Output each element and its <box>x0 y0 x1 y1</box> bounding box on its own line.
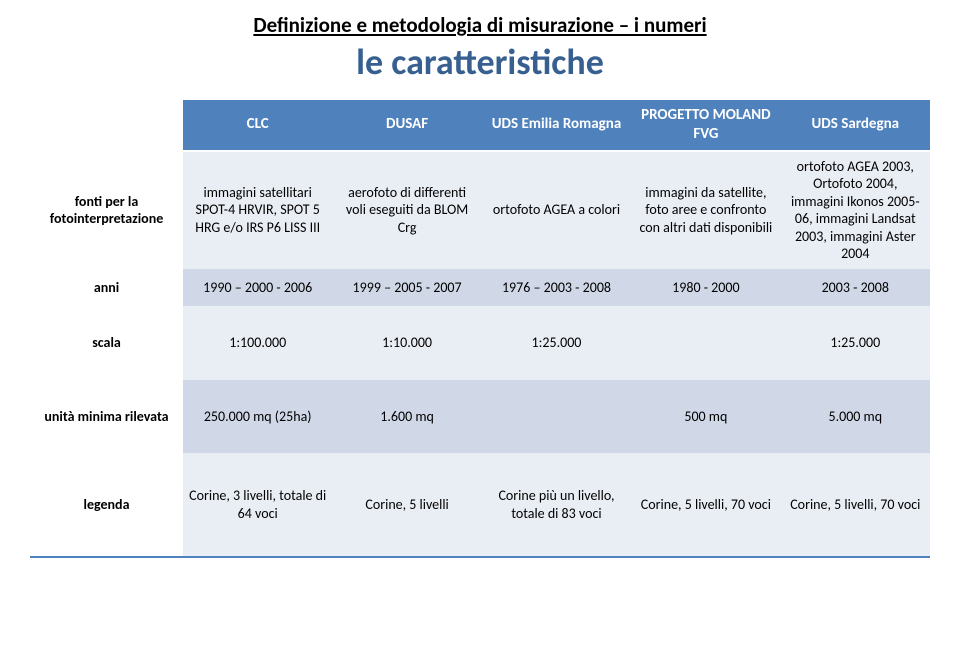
table-cell: ortofoto AGEA a colori <box>482 151 631 269</box>
table-cell <box>482 380 631 454</box>
table-header: PROGETTO MOLAND FVG <box>631 99 780 151</box>
table-cell: 1.600 mq <box>332 380 481 454</box>
slide: Definizione e metodologia di misurazione… <box>0 0 960 661</box>
table-cell: 2003 - 2008 <box>781 269 930 307</box>
row-label: legenda <box>30 453 183 557</box>
row-label: anni <box>30 269 183 307</box>
table-header: CLC <box>183 99 332 151</box>
table-header-row: CLC DUSAF UDS Emilia Romagna PROGETTO MO… <box>30 99 930 151</box>
table-header-blank <box>30 99 183 151</box>
characteristics-table: CLC DUSAF UDS Emilia Romagna PROGETTO MO… <box>30 98 930 558</box>
table-cell: 1980 - 2000 <box>631 269 780 307</box>
slide-title: le caratteristiche <box>30 40 930 84</box>
table-row: unità minima rilevata 250.000 mq (25ha) … <box>30 380 930 454</box>
table-row: fonti per la fotointerpretazione immagin… <box>30 151 930 269</box>
table-cell: 1990 – 2000 - 2006 <box>183 269 332 307</box>
table-cell: 1:10.000 <box>332 306 481 380</box>
table-cell: Corine, 5 livelli <box>332 453 481 557</box>
table-row: scala 1:100.000 1:10.000 1:25.000 1:25.0… <box>30 306 930 380</box>
table-cell: 1976 – 2003 - 2008 <box>482 269 631 307</box>
slide-overtitle: Definizione e metodologia di misurazione… <box>30 12 930 38</box>
table-cell <box>631 306 780 380</box>
row-label: fonti per la fotointerpretazione <box>30 151 183 269</box>
table-cell: Corine, 5 livelli, 70 voci <box>781 453 930 557</box>
row-label: unità minima rilevata <box>30 380 183 454</box>
table-cell: immagini da satellite, foto aree e confr… <box>631 151 780 269</box>
table-row: anni 1990 – 2000 - 2006 1999 – 2005 - 20… <box>30 269 930 307</box>
table-cell: 1:25.000 <box>781 306 930 380</box>
table-cell: Corine, 5 livelli, 70 voci <box>631 453 780 557</box>
table-cell: Corine, 3 livelli, totale di 64 voci <box>183 453 332 557</box>
table-cell: 5.000 mq <box>781 380 930 454</box>
table-header: UDS Sardegna <box>781 99 930 151</box>
table-cell: Corine più un livello, totale di 83 voci <box>482 453 631 557</box>
table-header: DUSAF <box>332 99 481 151</box>
table-cell: 250.000 mq (25ha) <box>183 380 332 454</box>
table-cell: 1:25.000 <box>482 306 631 380</box>
table-cell: 500 mq <box>631 380 780 454</box>
table-header: UDS Emilia Romagna <box>482 99 631 151</box>
table-cell: 1999 – 2005 - 2007 <box>332 269 481 307</box>
table-cell: aerofoto di differenti voli eseguiti da … <box>332 151 481 269</box>
table-cell: ortofoto AGEA 2003, Ortofoto 2004, immag… <box>781 151 930 269</box>
row-label: scala <box>30 306 183 380</box>
table-row: legenda Corine, 3 livelli, totale di 64 … <box>30 453 930 557</box>
table-cell: immagini satellitari SPOT-4 HRVIR, SPOT … <box>183 151 332 269</box>
table-cell: 1:100.000 <box>183 306 332 380</box>
